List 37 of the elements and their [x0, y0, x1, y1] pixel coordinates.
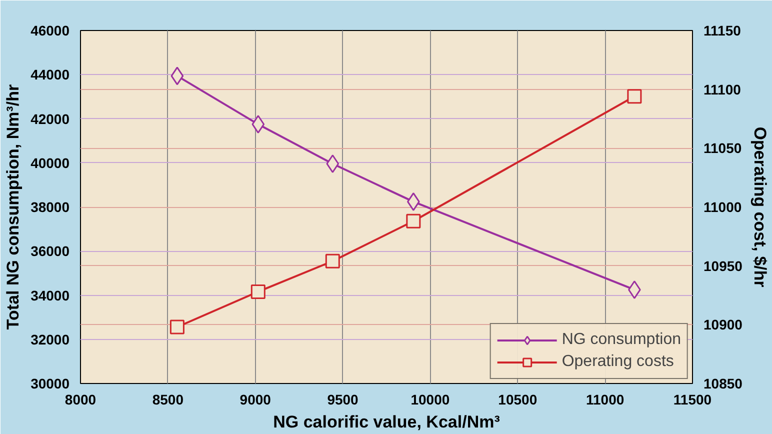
x-tick-label: 8000 [64, 392, 96, 408]
x-tick-label: 11000 [586, 392, 624, 408]
y-tick-label: 44000 [30, 66, 70, 83]
point [406, 214, 421, 228]
y-tick-label: 32000 [30, 331, 70, 348]
point [325, 254, 340, 268]
y-tick-label: 36000 [30, 243, 70, 260]
x-tick-label: 11500 [673, 392, 712, 408]
point [250, 284, 266, 299]
y2-tick-label: 11100 [704, 81, 742, 98]
point [170, 66, 184, 86]
point [627, 89, 642, 104]
y-tick-label: 34000 [30, 287, 70, 304]
y2-tick-label: 11000 [704, 199, 742, 215]
y-tick-label: 46000 [30, 22, 70, 38]
y-tick-label: 30000 [30, 376, 70, 392]
y2-tick-label: 11150 [704, 22, 742, 38]
legend-label: Operating costs [562, 353, 674, 371]
x-tick-label: 10500 [498, 392, 538, 408]
y2-axis-title: Operating cost, $/hr [750, 126, 770, 288]
y2-tick-label: 11050 [704, 140, 742, 156]
y-tick-label: 42000 [30, 110, 70, 127]
point [170, 320, 184, 334]
x-tick-label: 9000 [240, 392, 272, 408]
point [252, 115, 265, 134]
y2-tick-label: 10900 [704, 316, 743, 333]
legend-label: NG consumption [562, 331, 681, 349]
y-tick-label: 38000 [30, 199, 70, 215]
x-tick-label: 8500 [152, 392, 184, 408]
x-tick-label: 10000 [410, 392, 450, 408]
y-axis-title: Total NG consumption, Nm³/hr [4, 84, 23, 330]
y-tick-label: 40000 [30, 154, 70, 171]
y2-tick-label: 10850 [704, 376, 743, 392]
y2-tick-label: 10950 [704, 258, 743, 274]
x-tick-label: 9500 [327, 392, 359, 408]
x-axis-title: NG calorific value, Kcal/Nm³ [273, 412, 500, 432]
point [326, 154, 340, 174]
